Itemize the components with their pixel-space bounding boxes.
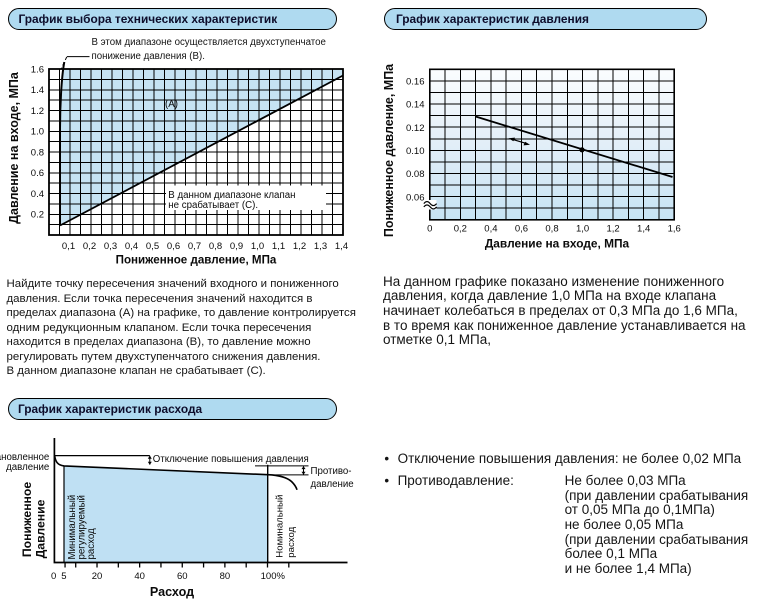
svg-text:0: 0 bbox=[51, 571, 56, 582]
svg-text:Давление: Давление bbox=[34, 499, 48, 558]
svg-text:0.16: 0.16 bbox=[406, 77, 425, 88]
svg-text:давление: давление bbox=[6, 462, 49, 473]
svg-text:Пониженное давление, МПа: Пониженное давление, МПа bbox=[116, 254, 277, 267]
svg-text:не срабатывает (С).: не срабатывает (С). bbox=[168, 200, 258, 211]
svg-text:0,5: 0,5 bbox=[146, 241, 159, 252]
svg-text:0,9: 0,9 bbox=[230, 241, 243, 252]
svg-text:расход: расход bbox=[86, 528, 97, 560]
svg-text:Противо-: Противо- bbox=[311, 466, 352, 477]
svg-text:0.14: 0.14 bbox=[406, 100, 425, 111]
svg-text:1,2: 1,2 bbox=[606, 223, 619, 234]
svg-text:0,2: 0,2 bbox=[83, 241, 96, 252]
svg-text:0.08: 0.08 bbox=[406, 169, 425, 180]
svg-text:0: 0 bbox=[427, 223, 432, 234]
svg-text:0,6: 0,6 bbox=[167, 241, 180, 252]
svg-text:1,2: 1,2 bbox=[293, 241, 306, 252]
svg-text:20: 20 bbox=[92, 571, 103, 582]
svg-text:0.06: 0.06 bbox=[406, 192, 425, 203]
svg-text:1.0: 1.0 bbox=[31, 127, 44, 138]
svg-text:1.4: 1.4 bbox=[31, 85, 44, 96]
svg-text:1,4: 1,4 bbox=[335, 241, 348, 252]
svg-text:80: 80 bbox=[220, 571, 231, 582]
svg-text:0,3: 0,3 bbox=[104, 241, 117, 252]
svg-text:1,4: 1,4 bbox=[637, 223, 650, 234]
svg-text:Отключение повышения давления: Отключение повышения давления bbox=[153, 454, 309, 465]
svg-text:60: 60 bbox=[177, 571, 188, 582]
svg-text:0.8: 0.8 bbox=[31, 147, 44, 158]
svg-text:Минимальный: Минимальный bbox=[67, 495, 78, 560]
svg-text:100%: 100% bbox=[261, 571, 286, 582]
svg-text:давление: давление bbox=[311, 479, 354, 490]
svg-text:1.6: 1.6 bbox=[31, 64, 44, 75]
svg-text:1,6: 1,6 bbox=[668, 223, 681, 234]
svg-text:1,3: 1,3 bbox=[314, 241, 327, 252]
svg-text:0,8: 0,8 bbox=[545, 223, 558, 234]
svg-text:Расход: Расход bbox=[150, 585, 194, 599]
svg-text:0,1: 0,1 bbox=[62, 241, 75, 252]
svg-text:Пониженное давление, МПа: Пониженное давление, МПа bbox=[382, 63, 396, 237]
svg-text:Давление на входе, МПа: Давление на входе, МПа bbox=[485, 237, 630, 251]
svg-text:0,6: 0,6 bbox=[515, 223, 528, 234]
svg-text:0,4: 0,4 bbox=[125, 241, 138, 252]
svg-text:0.4: 0.4 bbox=[31, 189, 44, 200]
svg-text:40: 40 bbox=[134, 571, 145, 582]
svg-text:1.2: 1.2 bbox=[31, 106, 44, 117]
svg-text:расход: расход bbox=[286, 526, 297, 557]
svg-text:0,8: 0,8 bbox=[209, 241, 222, 252]
svg-text:(А): (А) bbox=[165, 99, 178, 110]
svg-text:0.12: 0.12 bbox=[406, 123, 425, 134]
svg-text:1,0: 1,0 bbox=[576, 223, 589, 234]
svg-text:1,1: 1,1 bbox=[272, 241, 285, 252]
svg-text:Пониженное: Пониженное bbox=[20, 482, 34, 557]
svg-text:Давление на входе, МПа: Давление на входе, МПа bbox=[7, 71, 21, 224]
svg-text:регулируемый: регулируемый bbox=[77, 495, 88, 559]
svg-text:0.10: 0.10 bbox=[406, 146, 425, 157]
svg-text:0,7: 0,7 bbox=[188, 241, 201, 252]
svg-text:Номинальный: Номинальный bbox=[274, 495, 285, 558]
svg-text:1,0: 1,0 bbox=[251, 241, 264, 252]
svg-text:0.2: 0.2 bbox=[31, 210, 44, 221]
svg-text:В данном диапазоне клапан: В данном диапазоне клапан bbox=[168, 190, 295, 201]
svg-text:0,2: 0,2 bbox=[454, 223, 467, 234]
svg-text:0.6: 0.6 bbox=[31, 168, 44, 179]
svg-text:Установленное: Установленное bbox=[0, 452, 49, 463]
svg-text:5: 5 bbox=[61, 571, 66, 582]
svg-text:0,4: 0,4 bbox=[484, 223, 497, 234]
